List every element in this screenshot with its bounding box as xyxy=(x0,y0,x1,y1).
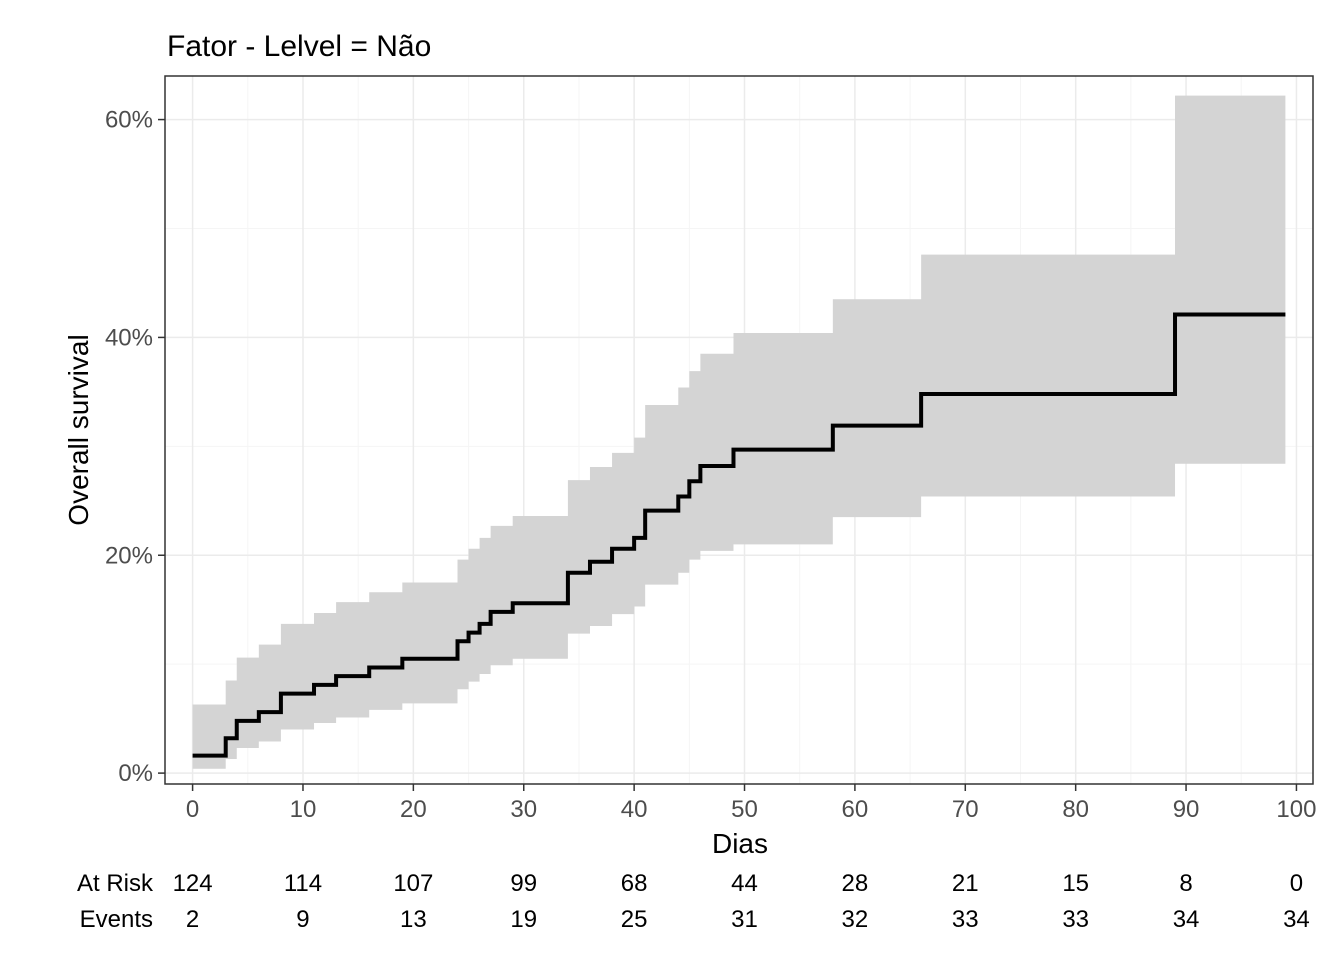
risk-cell: 8 xyxy=(1179,870,1192,897)
risk-cell: 68 xyxy=(621,870,648,897)
risk-cell: 32 xyxy=(842,906,869,933)
x-tick-label: 80 xyxy=(1062,796,1089,823)
risk-cell: 0 xyxy=(1290,870,1303,897)
plot-area xyxy=(164,75,1314,785)
y-axis: 0% 20% 40% 60% xyxy=(105,107,165,787)
risk-cell: 107 xyxy=(393,870,433,897)
risk-cell: 21 xyxy=(952,870,979,897)
x-tick-label: 60 xyxy=(842,796,869,823)
x-tick-label: 0 xyxy=(186,796,199,823)
x-axis-title: Dias xyxy=(712,828,768,859)
risk-cell: 44 xyxy=(731,870,758,897)
x-axis: 0 10 20 30 40 50 60 70 80 90 100 xyxy=(186,784,1316,823)
risk-cell: 34 xyxy=(1173,906,1200,933)
y-tick-label: 40% xyxy=(105,324,153,351)
x-tick-label: 50 xyxy=(731,796,758,823)
risk-table: At Risk 124 114 107 99 68 44 28 21 15 8 0 Events 2 9 13… xyxy=(77,870,1310,933)
risk-row-label: At Risk xyxy=(77,870,154,897)
x-tick-label: 40 xyxy=(621,796,648,823)
risk-cell: 124 xyxy=(173,870,213,897)
risk-cell: 34 xyxy=(1283,906,1310,933)
y-tick-label: 60% xyxy=(105,107,153,134)
x-tick-label: 10 xyxy=(290,796,317,823)
risk-cell: 19 xyxy=(510,906,537,933)
y-tick-label: 0% xyxy=(118,760,153,787)
risk-cell: 33 xyxy=(1062,906,1089,933)
risk-row-label: Events xyxy=(80,906,153,933)
risk-cell: 99 xyxy=(510,870,537,897)
x-tick-label: 70 xyxy=(952,796,979,823)
risk-cell: 9 xyxy=(296,906,309,933)
x-tick-label: 90 xyxy=(1173,796,1200,823)
survival-curve xyxy=(192,312,1286,758)
chart-title: Fator - Lelvel = Não xyxy=(167,30,431,63)
risk-cell: 33 xyxy=(952,906,979,933)
risk-cell: 13 xyxy=(400,906,427,933)
confidence-band xyxy=(192,95,1286,769)
panel-border xyxy=(164,75,1314,785)
risk-cell: 28 xyxy=(842,870,869,897)
y-axis-title: Overall survival xyxy=(63,334,94,525)
risk-cell: 15 xyxy=(1062,870,1089,897)
x-tick-label: 100 xyxy=(1276,796,1316,823)
risk-cell: 31 xyxy=(731,906,758,933)
y-tick-label: 20% xyxy=(105,542,153,569)
risk-cell: 25 xyxy=(621,906,648,933)
risk-cell: 2 xyxy=(186,906,199,933)
x-tick-label: 20 xyxy=(400,796,427,823)
x-tick-label: 30 xyxy=(510,796,537,823)
risk-cell: 114 xyxy=(284,870,322,897)
